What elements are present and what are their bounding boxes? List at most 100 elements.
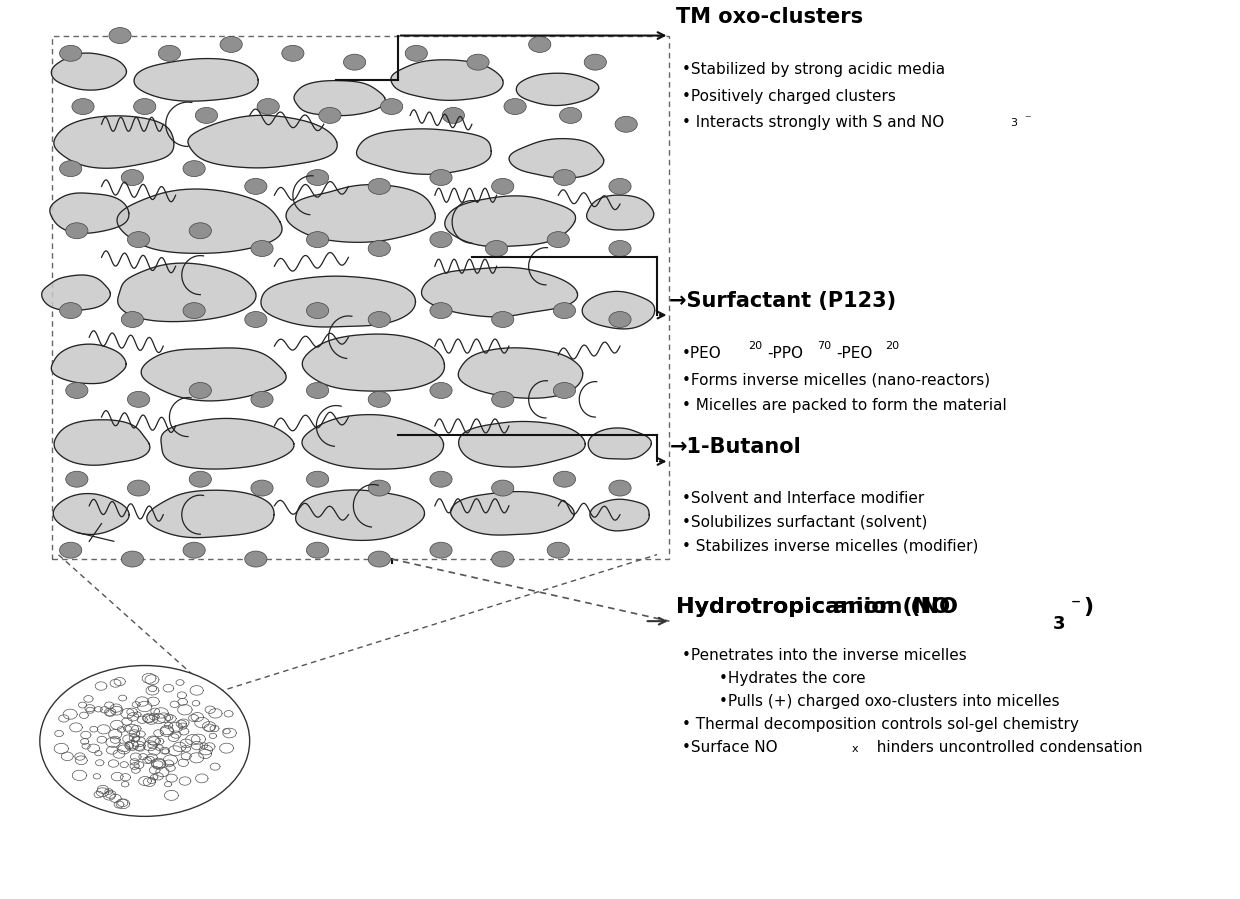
Circle shape	[368, 551, 391, 567]
Circle shape	[306, 303, 329, 318]
Circle shape	[128, 391, 150, 407]
Polygon shape	[161, 418, 294, 469]
Circle shape	[503, 99, 526, 114]
Circle shape	[430, 542, 453, 558]
Polygon shape	[260, 276, 415, 327]
Text: •Forms inverse micelles (nano-reactors): •Forms inverse micelles (nano-reactors)	[682, 373, 990, 387]
Circle shape	[306, 542, 329, 558]
Polygon shape	[303, 334, 444, 391]
Circle shape	[491, 178, 513, 194]
Circle shape	[430, 382, 453, 398]
Text: •Stabilized by strong acidic media: •Stabilized by strong acidic media	[682, 62, 945, 77]
Circle shape	[66, 223, 88, 239]
Circle shape	[40, 665, 249, 816]
Circle shape	[553, 471, 575, 487]
Polygon shape	[134, 58, 258, 102]
Polygon shape	[303, 414, 444, 469]
Circle shape	[250, 480, 273, 496]
Polygon shape	[391, 60, 503, 101]
Circle shape	[306, 170, 329, 185]
Circle shape	[66, 471, 88, 487]
Circle shape	[553, 382, 575, 398]
Text: ): )	[1083, 597, 1092, 617]
Text: -PEO: -PEO	[836, 346, 873, 361]
Text: Hydrotropic anion (NO: Hydrotropic anion (NO	[676, 597, 957, 617]
Circle shape	[219, 37, 242, 52]
Circle shape	[368, 178, 391, 194]
Text: •PEO: •PEO	[682, 346, 722, 361]
Circle shape	[190, 471, 211, 487]
Circle shape	[66, 382, 88, 398]
Polygon shape	[53, 116, 174, 168]
Circle shape	[609, 480, 631, 496]
Circle shape	[184, 161, 206, 176]
Text: •Pulls (+) charged oxo-clusters into micelles: •Pulls (+) charged oxo-clusters into mic…	[719, 694, 1059, 709]
Circle shape	[122, 551, 144, 567]
Circle shape	[547, 542, 569, 558]
Polygon shape	[583, 291, 655, 329]
Polygon shape	[587, 195, 653, 230]
Polygon shape	[55, 420, 150, 465]
Circle shape	[306, 471, 329, 487]
Polygon shape	[294, 81, 386, 116]
Circle shape	[128, 232, 150, 247]
Text: hinders uncontrolled condensation: hinders uncontrolled condensation	[867, 740, 1142, 755]
Polygon shape	[286, 184, 435, 243]
Circle shape	[257, 99, 279, 114]
Circle shape	[368, 241, 391, 256]
Circle shape	[250, 241, 273, 256]
Circle shape	[281, 45, 304, 61]
Text: 3: 3	[1053, 615, 1066, 633]
Circle shape	[491, 311, 513, 327]
Circle shape	[306, 382, 329, 398]
Circle shape	[250, 391, 273, 407]
Circle shape	[244, 551, 267, 567]
Circle shape	[491, 391, 513, 407]
Polygon shape	[42, 275, 110, 310]
Circle shape	[430, 232, 453, 247]
FancyBboxPatch shape	[52, 36, 670, 559]
Text: •Surface NO: •Surface NO	[682, 740, 777, 755]
Circle shape	[491, 551, 513, 567]
Circle shape	[485, 241, 507, 256]
Polygon shape	[357, 129, 491, 174]
Circle shape	[244, 311, 267, 327]
Polygon shape	[141, 348, 286, 401]
Circle shape	[196, 107, 217, 123]
Polygon shape	[510, 138, 604, 178]
Text: •Hydrates the core: •Hydrates the core	[719, 671, 866, 686]
Circle shape	[128, 480, 150, 496]
Circle shape	[405, 45, 428, 61]
Text: →Surfactant (P123): →Surfactant (P123)	[670, 290, 897, 311]
Circle shape	[244, 178, 267, 194]
Text: ⁻: ⁻	[1024, 113, 1030, 127]
Text: •Solvent and Interface modifier: •Solvent and Interface modifier	[682, 491, 924, 506]
Polygon shape	[53, 494, 129, 534]
Circle shape	[609, 178, 631, 194]
Text: Hydrotropicanion (NO: Hydrotropicanion (NO	[676, 597, 950, 617]
Circle shape	[559, 107, 582, 123]
Polygon shape	[459, 422, 585, 467]
Circle shape	[430, 303, 453, 318]
Circle shape	[122, 170, 144, 185]
Circle shape	[368, 311, 391, 327]
Circle shape	[528, 37, 551, 52]
Polygon shape	[188, 115, 337, 168]
Polygon shape	[516, 73, 599, 105]
Circle shape	[491, 480, 513, 496]
Polygon shape	[50, 193, 129, 234]
Circle shape	[615, 116, 637, 132]
Circle shape	[190, 223, 211, 239]
Polygon shape	[422, 267, 578, 316]
Circle shape	[430, 170, 453, 185]
Text: →1-Butanol: →1-Butanol	[670, 437, 801, 457]
Circle shape	[547, 232, 569, 247]
Text: 70: 70	[817, 341, 832, 351]
Circle shape	[430, 471, 453, 487]
Polygon shape	[445, 196, 575, 246]
Circle shape	[184, 303, 206, 318]
Circle shape	[609, 311, 631, 327]
Circle shape	[553, 303, 575, 318]
Circle shape	[609, 241, 631, 256]
Polygon shape	[51, 344, 126, 384]
